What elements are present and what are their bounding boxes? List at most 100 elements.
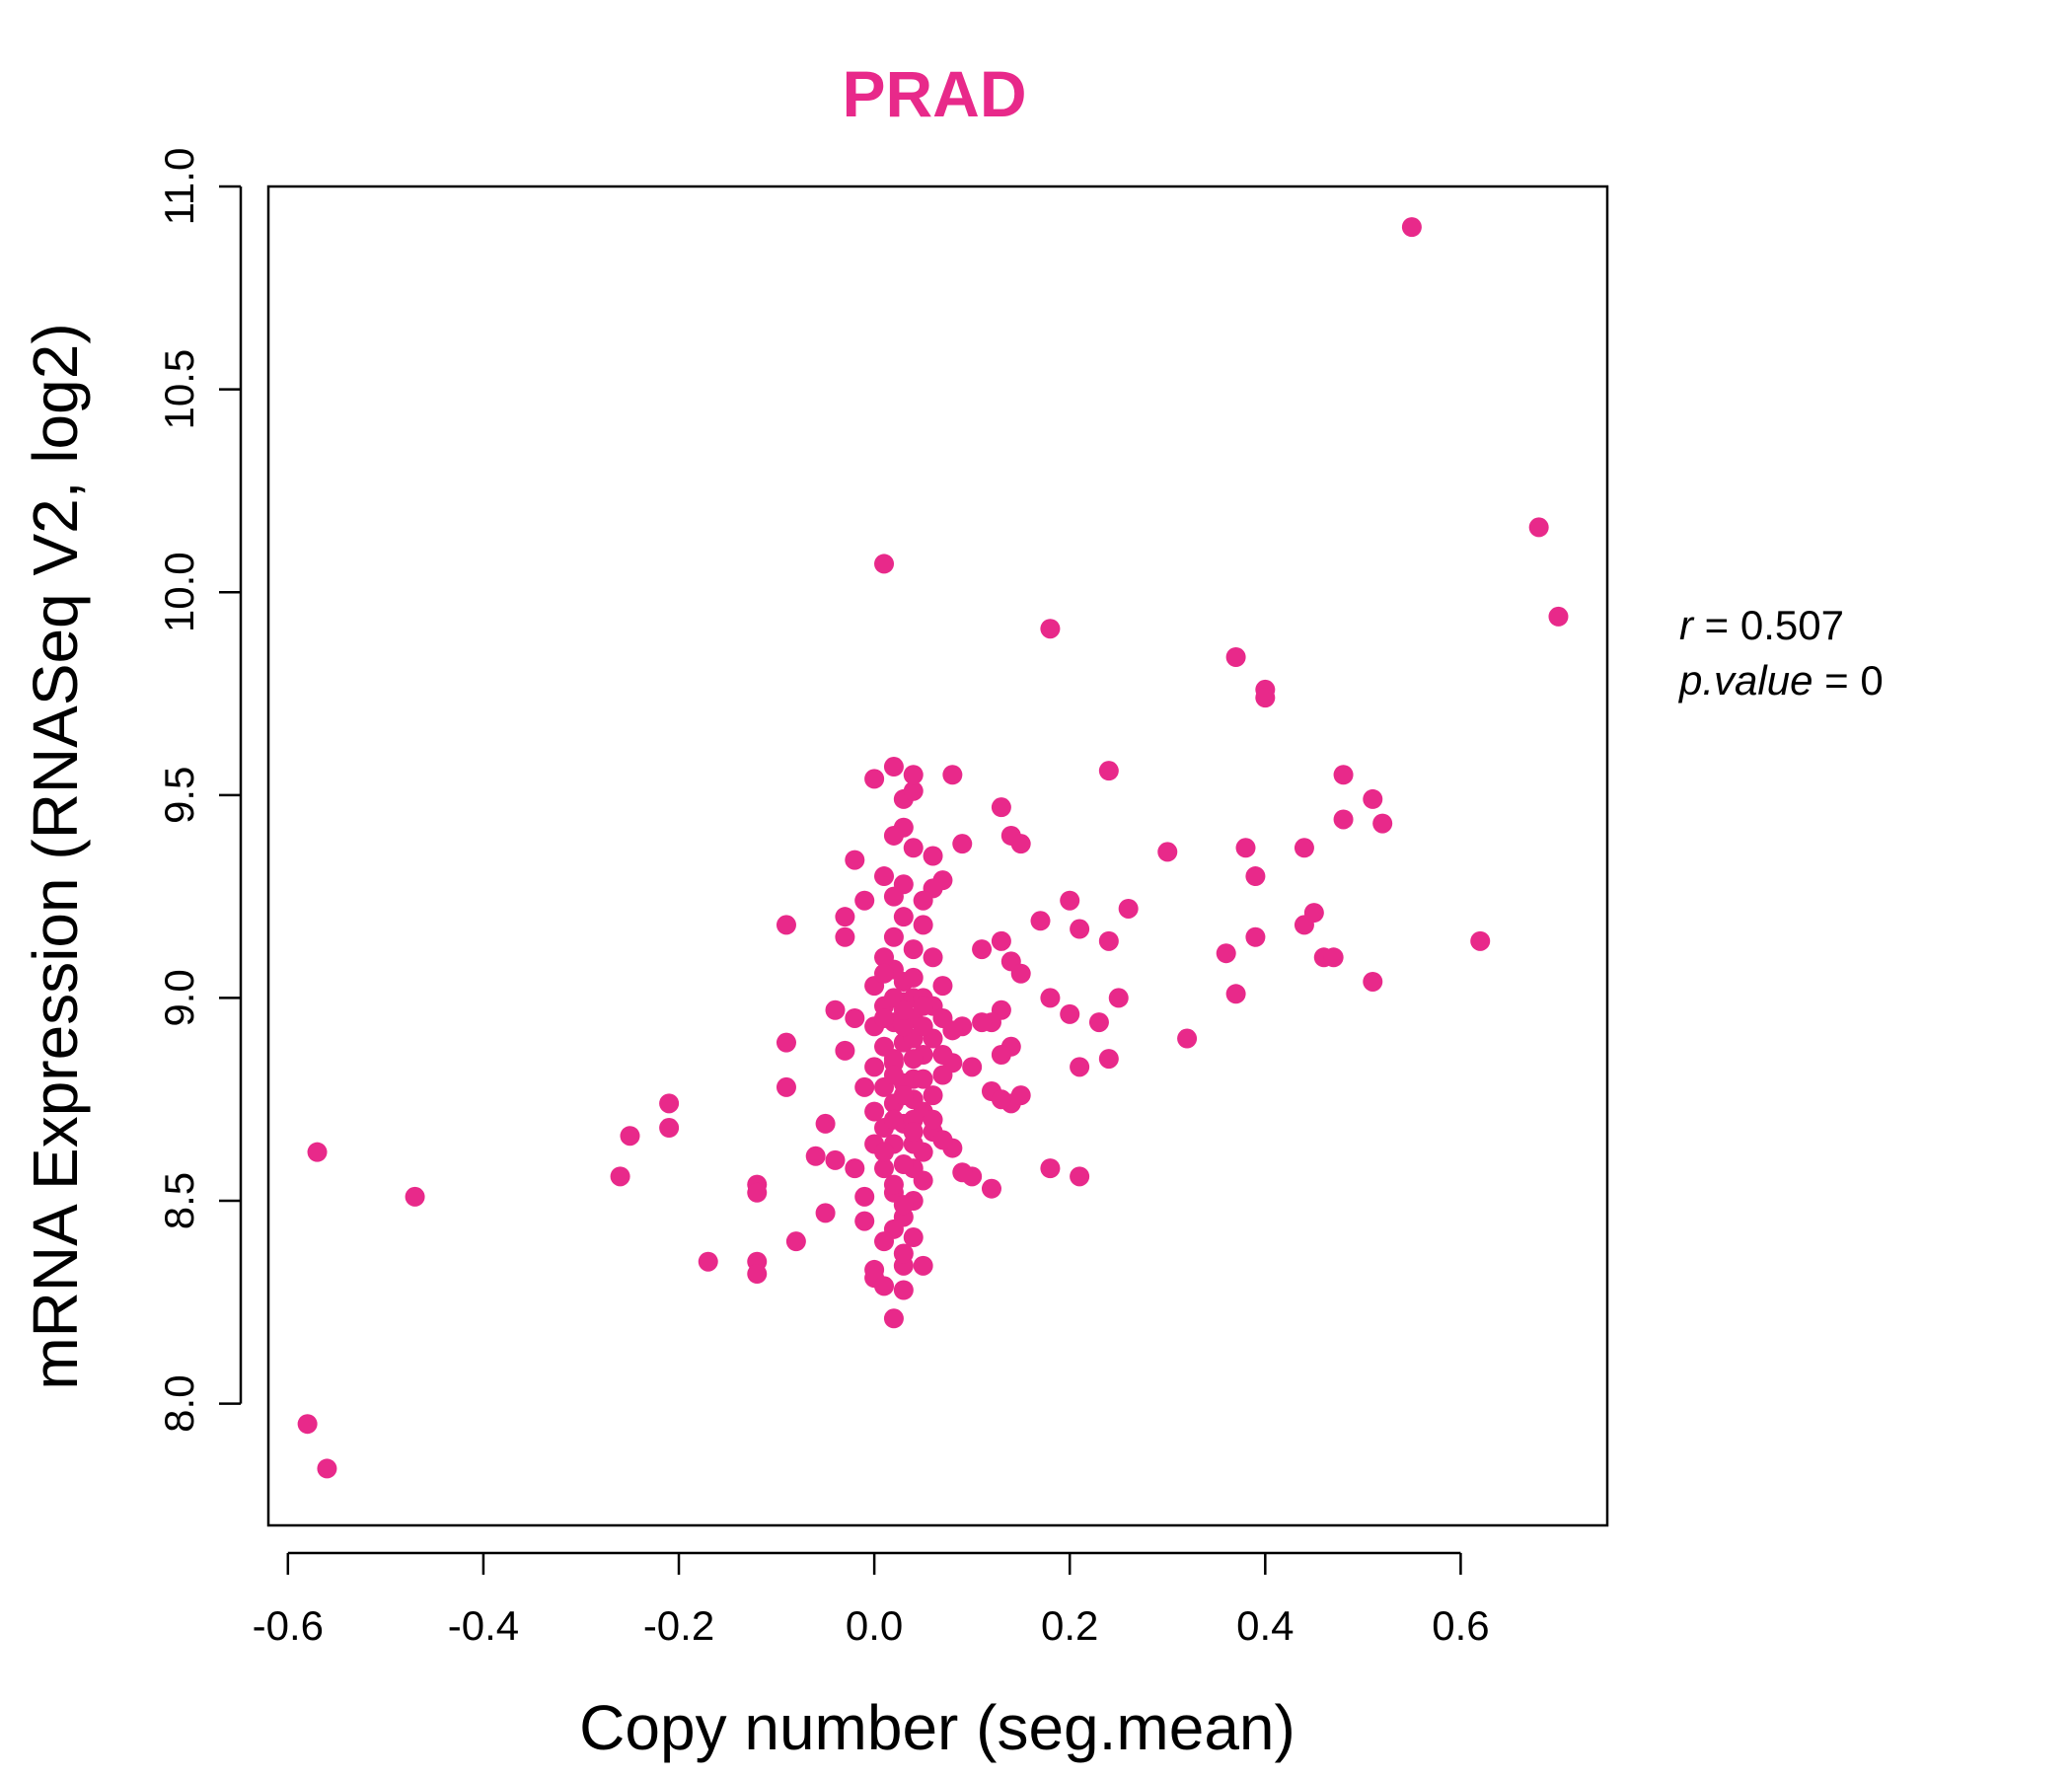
y-tick-label: 11.0 [156,148,202,226]
data-point [923,846,943,866]
data-point [913,1170,933,1191]
data-point [1010,1085,1031,1106]
data-point [1030,911,1051,931]
data-point [776,1032,796,1053]
data-point [297,1414,318,1435]
data-point [1470,930,1491,951]
y-tick-label: 10.5 [156,349,202,430]
data-point [1070,1166,1090,1187]
data-point [835,1040,855,1061]
chart-title: PRAD [842,57,1026,130]
data-point [864,769,885,789]
data-point [883,1308,904,1329]
x-axis: -0.6 -0.4 -0.2 0.0 0.2 0.4 0.6 [253,1551,1490,1649]
data-point [874,1276,895,1296]
data-point [825,1149,846,1170]
data-point [1177,1028,1198,1049]
data-point [785,1231,806,1252]
x-tick-label: 0.4 [1236,1602,1294,1649]
data-point [874,1158,895,1179]
data-point [913,996,933,1016]
data-point [1225,984,1246,1004]
data-point [835,926,855,947]
data-point [1040,988,1061,1008]
data-point [1245,926,1266,947]
data-point [903,780,924,801]
data-point [1333,809,1354,830]
data-point [874,963,895,984]
p-label: p.value [1677,657,1813,703]
data-point [1060,1003,1080,1024]
data-point [845,1007,865,1028]
data-point [923,1085,943,1106]
y-tick-label: 10.0 [156,552,202,632]
data-point [776,1076,796,1097]
data-point [1040,619,1061,639]
data-point [1225,647,1246,668]
data-point [874,1142,895,1162]
x-tick-label: 0.0 [846,1602,903,1649]
data-point [883,1049,904,1070]
x-axis-label: Copy number (seg.mean) [579,1692,1295,1763]
data-point [845,850,865,870]
data-point [903,1049,924,1070]
data-point [1401,217,1422,238]
data-point [893,907,914,927]
y-axis: 8.0 8.5 9.0 9.5 10.0 10.5 11.0 [156,148,243,1433]
data-point [1108,988,1129,1008]
data-point [932,976,953,997]
data-point [991,930,1011,951]
svg-text:r = 0.507: r = 0.507 [1679,602,1844,648]
data-point [952,834,973,854]
data-point [307,1142,328,1162]
data-point [835,907,855,927]
p-value: 0 [1860,657,1883,703]
data-point [1070,1057,1090,1077]
data-point [972,1012,993,1033]
y-axis-label: mRNA Expression (RNASeq V2, log2) [20,323,91,1389]
data-point [903,765,924,785]
data-point [747,1264,768,1285]
stats-annotation: r = 0.507 p.value = 0 [1677,602,1884,703]
data-point [1372,813,1393,834]
data-point [883,1109,904,1130]
x-tick-label: 0.6 [1432,1602,1489,1649]
data-point [854,1211,875,1231]
data-point [893,1195,914,1216]
data-point [864,1057,885,1077]
data-point [1333,765,1354,785]
y-tick-label: 9.5 [156,767,202,824]
data-point [864,1101,885,1122]
data-point [1098,1049,1119,1070]
data-point [903,939,924,960]
data-point [913,915,933,935]
data-point [923,947,943,968]
data-point [854,1186,875,1207]
data-point [893,1154,914,1175]
data-point [1255,688,1276,708]
data-point [893,1280,914,1300]
data-point [1245,866,1266,887]
data-point [923,1109,943,1130]
data-point [1157,842,1178,862]
x-tick-label: 0.2 [1041,1602,1098,1649]
data-point [903,1122,924,1143]
data-point [776,915,796,935]
data-point [845,1158,865,1179]
data-point [883,1174,904,1195]
data-point [874,1007,895,1028]
data-point [854,1076,875,1097]
data-point [883,825,904,846]
data-point [805,1146,826,1166]
r-label: r [1679,602,1695,648]
svg-text:p.value = 0: p.value = 0 [1677,657,1884,703]
data-point [1070,919,1090,939]
data-point [913,890,933,911]
data-point [972,939,993,960]
data-point [893,999,914,1020]
data-point [405,1186,425,1207]
data-point [1548,606,1569,627]
data-point [962,1057,983,1077]
data-point [903,1227,924,1248]
